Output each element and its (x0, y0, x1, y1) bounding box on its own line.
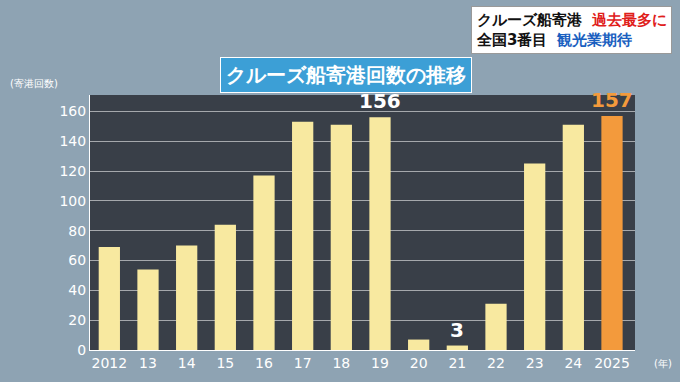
svg-text:13: 13 (139, 355, 157, 371)
svg-text:40: 40 (68, 282, 86, 298)
svg-text:3: 3 (450, 318, 464, 342)
svg-text:20: 20 (68, 312, 86, 328)
svg-text:120: 120 (59, 163, 86, 179)
svg-text:60: 60 (68, 252, 86, 268)
svg-text:160: 160 (59, 103, 86, 119)
svg-text:クルーズ船寄港回数の推移: クルーズ船寄港回数の推移 (226, 63, 466, 87)
svg-text:20: 20 (410, 355, 428, 371)
svg-text:157: 157 (591, 88, 633, 112)
svg-text:クルーズ船寄港 過去最多に全国3番目 観光業期待: クルーズ船寄港 過去最多に全国3番目 観光業期待 (476, 11, 667, 49)
svg-text:21: 21 (448, 355, 466, 371)
svg-text:23: 23 (526, 355, 544, 371)
svg-text:14: 14 (178, 355, 196, 371)
svg-text:18: 18 (332, 355, 350, 371)
svg-text:156: 156 (359, 89, 401, 113)
svg-text:(年): (年) (654, 358, 672, 369)
svg-text:2012: 2012 (92, 355, 128, 371)
svg-text:100: 100 (59, 193, 86, 209)
svg-text:24: 24 (564, 355, 582, 371)
svg-text:22: 22 (487, 355, 505, 371)
svg-text:15: 15 (216, 355, 234, 371)
svg-text:80: 80 (68, 223, 86, 239)
svg-text:(寄港回数): (寄港回数) (10, 78, 58, 89)
svg-text:19: 19 (371, 355, 389, 371)
svg-text:17: 17 (294, 355, 312, 371)
svg-text:2025: 2025 (594, 355, 630, 371)
svg-text:0: 0 (77, 342, 86, 358)
svg-text:16: 16 (255, 355, 273, 371)
svg-text:140: 140 (59, 133, 86, 149)
